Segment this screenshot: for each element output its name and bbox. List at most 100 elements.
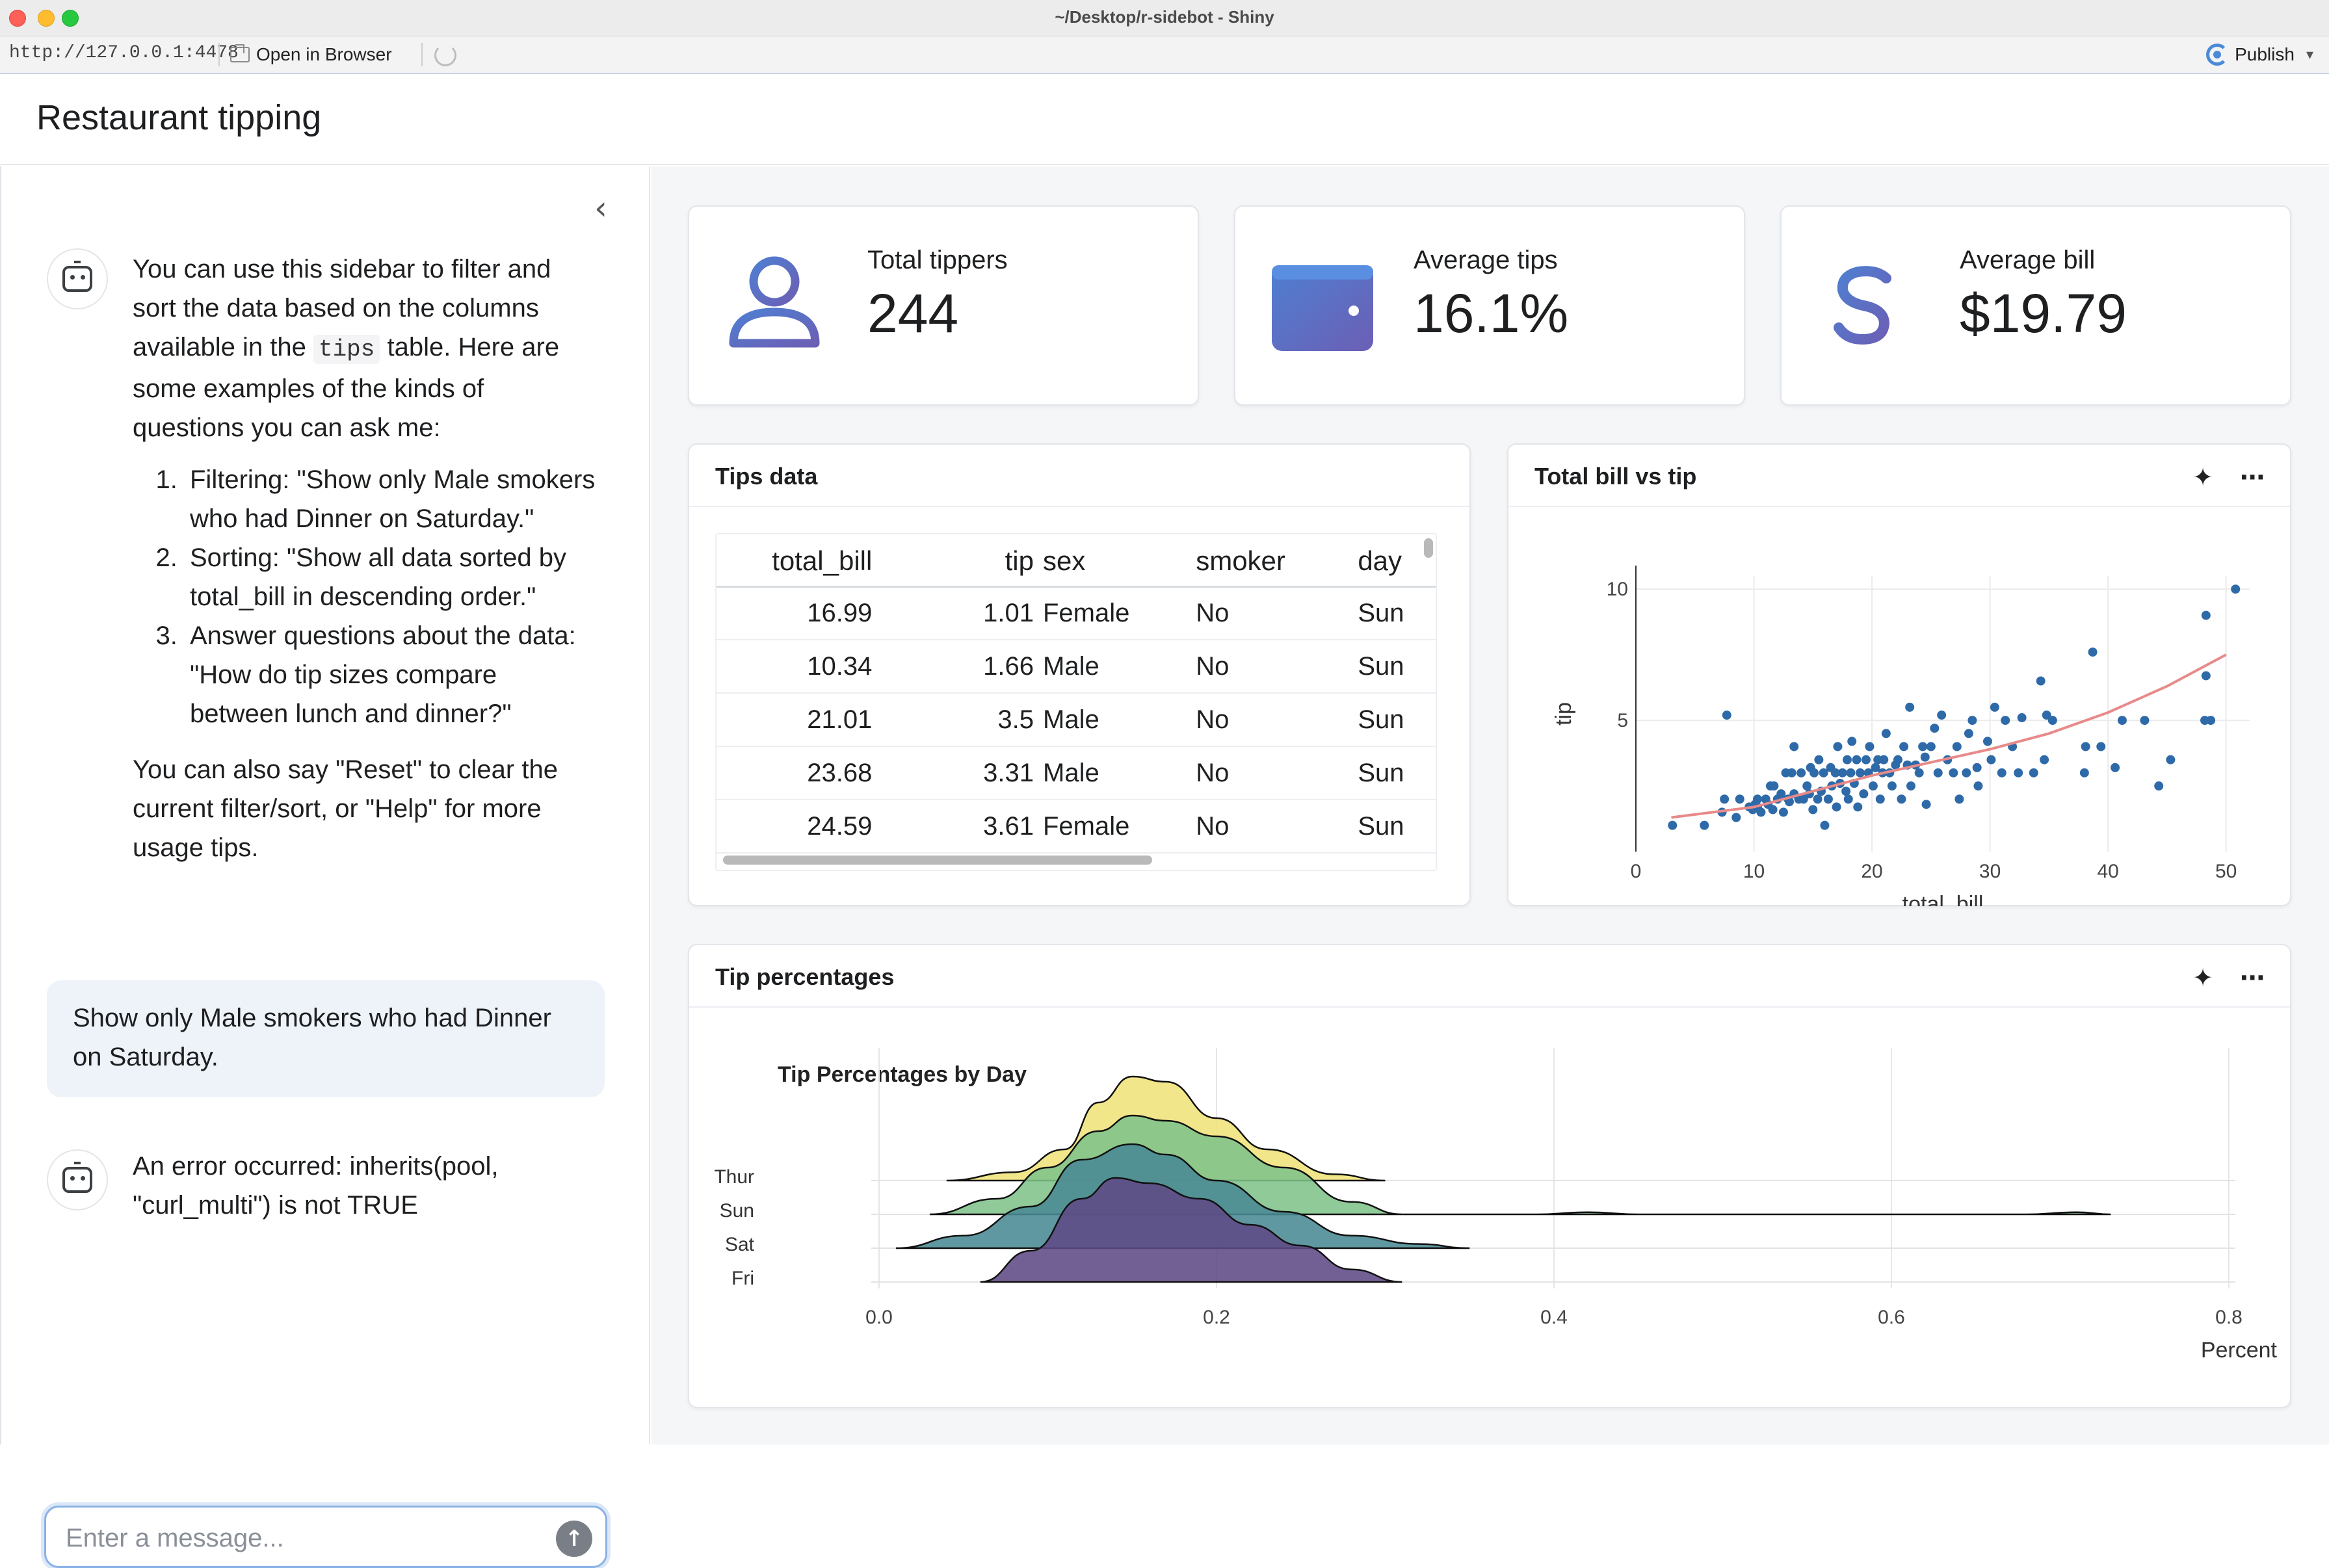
more-horizontal-icon[interactable]: ⋯: [2240, 463, 2265, 491]
scatter-point: [1865, 742, 1875, 751]
more-horizontal-icon[interactable]: ⋯: [2240, 963, 2265, 992]
scatter-point: [2001, 716, 2010, 725]
table-cell-sex: Male: [1034, 693, 1196, 747]
card-header: Tip percentages ✦ ⋯: [689, 945, 2290, 1008]
scatter-point: [1986, 755, 1996, 764]
scatter-point: [2017, 713, 2027, 723]
table-cell-smoker: No: [1196, 746, 1358, 800]
table-cell-tip: 1.66: [872, 640, 1034, 694]
table-header-row: total_bill tip sex smoker day: [717, 534, 1436, 588]
viewer-toolbar: http://127.0.0.1:4478 Open in Browser Pu…: [0, 36, 2329, 74]
list-item: Sorting: "Show all data sorted by total_…: [185, 538, 601, 616]
scatter-point: [1802, 781, 1812, 791]
table-cell-day: Sun: [1358, 746, 1436, 800]
open-in-browser-label: Open in Browser: [256, 44, 392, 64]
scatter-point: [1920, 752, 1930, 762]
tips-table-scroll[interactable]: total_bill tip sex smoker day 16.99 1.01 F…: [715, 533, 1437, 871]
scatter-point: [2206, 716, 2216, 725]
scatter-point: [1778, 807, 1788, 817]
scatter-point: [1808, 805, 1818, 815]
chat-message-input[interactable]: [66, 1522, 560, 1554]
table-cell-sex: Male: [1034, 746, 1196, 800]
assistant-avatar: [47, 1149, 108, 1210]
url-text[interactable]: http://127.0.0.1:4478: [9, 43, 239, 63]
list-item: Filtering: "Show only Male smokers who h…: [185, 460, 601, 538]
scatter-point: [1930, 724, 1940, 733]
chevron-down-icon: ▾: [2306, 46, 2313, 62]
outro-text: You can also say "Reset" to clear the cu…: [133, 755, 558, 862]
value-box-average-bill: Average bill $19.79: [1780, 205, 2291, 406]
table-cell-tip: 3.61: [872, 800, 1034, 854]
scatter-point: [1997, 768, 2007, 777]
ridge-sun: [2026, 1211, 2111, 1216]
ridge-sun: [1536, 1211, 1638, 1216]
chat-input-container: ↑: [44, 1506, 607, 1568]
scatter-point: [1952, 742, 1962, 751]
scatter-point: [1796, 768, 1806, 777]
toolbar-divider: [218, 43, 220, 66]
value-box-value: 244: [867, 283, 959, 344]
y-axis-label: tip: [1551, 702, 1576, 725]
table-row[interactable]: 16.99 1.01 Female No Sun: [717, 586, 1436, 640]
minimize-window-button[interactable]: [38, 10, 55, 27]
scatter-point: [1862, 755, 1871, 764]
intro-text-2: table. Here are some examples of the kin…: [133, 333, 560, 442]
scatter-point: [1937, 711, 1947, 720]
column-header-total-bill[interactable]: total_bill: [717, 534, 873, 588]
column-header-sex[interactable]: sex: [1034, 534, 1196, 588]
wallet-icon: [1272, 265, 1373, 351]
sparkle-icon[interactable]: ✦: [2192, 463, 2213, 491]
value-box-title: Average bill: [1960, 246, 2096, 274]
column-header-day[interactable]: day: [1358, 534, 1436, 588]
scatter-point: [2166, 755, 2176, 764]
scatter-point: [1814, 755, 1824, 764]
table-cell-sex: Male: [1034, 640, 1196, 694]
scatter-point: [1819, 768, 1828, 777]
table-row[interactable]: 10.34 1.66 Male No Sun: [717, 640, 1436, 694]
column-header-tip[interactable]: tip: [872, 534, 1034, 588]
value-box-value: 16.1%: [1414, 283, 1569, 344]
y-tick-label: 5: [1617, 710, 1628, 731]
zoom-window-button[interactable]: [62, 10, 79, 27]
open-in-browser-button[interactable]: Open in Browser: [230, 42, 392, 68]
close-window-button[interactable]: [9, 10, 26, 27]
page-title: Restaurant tipping: [36, 98, 322, 137]
scatter-point: [2014, 768, 2023, 777]
scatter-point: [2096, 742, 2106, 751]
dollar-icon: [1834, 250, 1891, 356]
table-row[interactable]: 21.01 3.5 Male No Sun: [717, 693, 1436, 747]
vertical-scrollbar[interactable]: [1424, 538, 1433, 558]
scatter-point: [1933, 768, 1943, 777]
sparkle-icon[interactable]: ✦: [2192, 963, 2213, 992]
send-button[interactable]: ↑: [556, 1521, 592, 1557]
value-box-average-tips: Average tips 16.1%: [1234, 205, 1745, 406]
scatter-point: [1769, 781, 1779, 791]
collapse-sidebar-button[interactable]: ‹: [585, 189, 616, 228]
scatter-point: [1859, 789, 1869, 799]
table-row[interactable]: 24.59 3.61 Female No Sun: [717, 800, 1436, 854]
refresh-icon[interactable]: [434, 44, 456, 66]
publish-button[interactable]: Publish ▾: [2206, 42, 2313, 68]
scatter-point: [2079, 768, 2089, 777]
x-tick-label: 50: [2215, 861, 2237, 882]
scatter-point: [1830, 768, 1840, 777]
scatter-point: [1964, 729, 1973, 738]
table-cell-total-bill: 10.34: [717, 640, 873, 694]
card-title: Tips data: [715, 463, 818, 490]
table-row[interactable]: 23.68 3.31 Male No Sun: [717, 746, 1436, 800]
tips-table: total_bill tip sex smoker day 16.99 1.01 F…: [717, 534, 1436, 854]
window-titlebar: ~/Desktop/r-sidebot - Shiny: [0, 0, 2329, 36]
scatter-point: [1887, 781, 1897, 791]
card-title: Tip percentages: [715, 963, 895, 990]
table-cell-day: Sun: [1358, 640, 1436, 694]
scatter-point: [1752, 794, 1762, 804]
scatter-point: [1852, 755, 1862, 764]
scatter-point: [1868, 781, 1878, 791]
main-content: Total tippers 244 Average tips 16.1% Ave…: [651, 166, 2329, 1444]
column-header-smoker[interactable]: smoker: [1196, 534, 1358, 588]
robot-icon: [62, 261, 92, 292]
user-message: Show only Male smokers who had Dinner on…: [47, 980, 605, 1097]
scatter-point: [1899, 742, 1909, 751]
scatter-point: [1962, 768, 1971, 777]
horizontal-scrollbar[interactable]: [723, 856, 1152, 865]
